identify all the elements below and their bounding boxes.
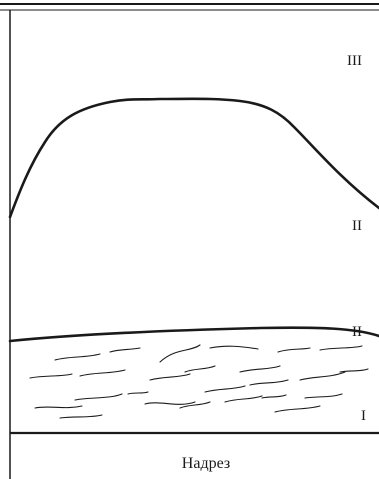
- fibrous-texture: [29, 344, 369, 419]
- fiber: [299, 371, 346, 381]
- fiber: [339, 368, 369, 373]
- fiber: [127, 391, 149, 395]
- zone-label-bottom: I: [361, 408, 366, 424]
- fiber: [34, 405, 83, 409]
- fiber: [144, 401, 196, 405]
- fiber: [59, 414, 103, 419]
- fiber: [249, 379, 289, 386]
- fiber: [261, 394, 287, 399]
- fiber: [209, 345, 259, 350]
- fiber: [277, 347, 311, 353]
- diagram-caption: Надрез: [182, 455, 230, 472]
- fiber: [184, 365, 216, 373]
- zone-boundary-curve-upper: [8, 97, 379, 219]
- fiber: [79, 369, 126, 377]
- fiber: [224, 395, 263, 403]
- zone-boundary-line-lower: [8, 326, 379, 343]
- fiber: [74, 393, 123, 401]
- zone-label-upper: III: [347, 53, 362, 69]
- fiber: [239, 365, 281, 373]
- fiber: [149, 373, 191, 381]
- fiber: [29, 373, 73, 379]
- fiber: [159, 344, 201, 363]
- fiber: [109, 347, 141, 353]
- zone-label-middle: II: [352, 218, 362, 234]
- zone-label-lower: II: [352, 324, 362, 340]
- fiber: [304, 393, 343, 399]
- fiber: [274, 405, 321, 413]
- fiber: [179, 401, 211, 409]
- fiber: [54, 353, 101, 361]
- fiber: [319, 345, 363, 351]
- fiber: [204, 385, 246, 393]
